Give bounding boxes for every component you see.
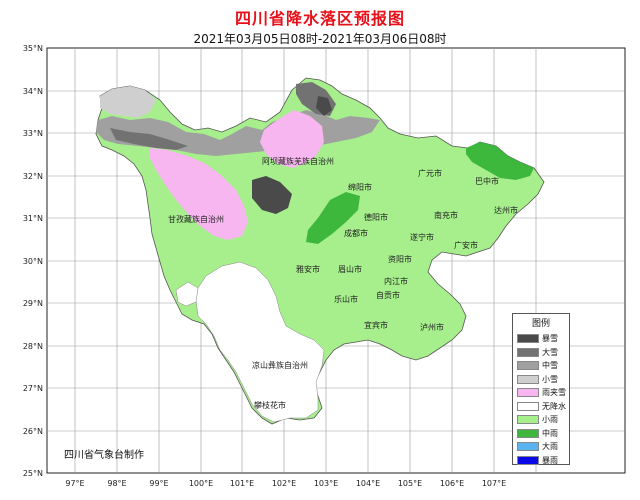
snow-zone-blizzard-north bbox=[316, 96, 332, 116]
lon-label: 98°E bbox=[107, 479, 126, 488]
city-label: 广元市 bbox=[418, 168, 442, 178]
legend-swatch bbox=[517, 361, 539, 371]
issuer-credit: 四川省气象台制作 bbox=[64, 448, 144, 461]
lon-label: 106°E bbox=[440, 479, 464, 488]
city-label: 德阳市 bbox=[364, 212, 388, 222]
legend-label: 雨夹雪 bbox=[542, 388, 566, 398]
legend-label: 暴雪 bbox=[542, 334, 558, 344]
legend-item-moderate-rain: 中雨 bbox=[513, 427, 569, 441]
no-precip-zone-south bbox=[195, 261, 325, 423]
lat-label: 28°N bbox=[23, 342, 43, 351]
latitude-labels: 35°N 34°N 33°N 32°N 31°N 30°N 29°N 28°N … bbox=[23, 44, 43, 478]
city-label: 遂宁市 bbox=[410, 232, 434, 242]
snow-zone-blizzard bbox=[252, 176, 292, 214]
legend-label: 无降水 bbox=[542, 401, 566, 411]
legend-item-rainstorm: 暴雨 bbox=[513, 454, 569, 468]
city-label: 自贡市 bbox=[376, 290, 400, 300]
city-label: 广安市 bbox=[454, 240, 478, 250]
sichuan-province-light-rain bbox=[95, 77, 545, 425]
lon-label: 103°E bbox=[314, 479, 338, 488]
lat-label: 33°N bbox=[23, 129, 43, 138]
legend-label: 中雨 bbox=[542, 428, 558, 438]
lat-label: 31°N bbox=[23, 214, 43, 223]
moderate-rain-central bbox=[306, 192, 360, 244]
city-label: 甘孜藏族自治州 bbox=[168, 214, 224, 224]
legend-item-sleet: 雨夹雪 bbox=[513, 386, 569, 400]
snow-zone-heavy bbox=[110, 128, 188, 150]
lon-label: 100°E bbox=[189, 479, 213, 488]
city-label: 达州市 bbox=[494, 205, 518, 215]
legend-swatch bbox=[517, 415, 539, 425]
lon-label: 99°E bbox=[149, 479, 168, 488]
legend-swatch bbox=[517, 334, 539, 344]
lon-label: 107°E bbox=[482, 479, 506, 488]
city-label: 雅安市 bbox=[296, 264, 320, 274]
legend-swatch bbox=[517, 374, 539, 384]
city-label: 内江市 bbox=[384, 276, 408, 286]
lat-label: 35°N bbox=[23, 44, 43, 53]
lat-label: 26°N bbox=[23, 427, 43, 436]
legend-swatch bbox=[517, 455, 539, 465]
moderate-rain-northeast bbox=[466, 142, 534, 180]
legend-label: 小雪 bbox=[542, 374, 558, 384]
legend-item-light-rain: 小雨 bbox=[513, 413, 569, 427]
legend-swatch bbox=[517, 347, 539, 357]
city-label: 攀枝花市 bbox=[254, 400, 286, 410]
city-labels: 广元市 巴中市 绵阳市 阿坝藏族羌族自治州 甘孜藏族自治州 德阳市 南充市 达州… bbox=[168, 156, 518, 410]
lat-label: 30°N bbox=[23, 257, 43, 266]
legend-item-heavy-snow: 大雪 bbox=[513, 346, 569, 360]
lat-label: 34°N bbox=[23, 87, 43, 96]
lon-label: 104°E bbox=[356, 479, 380, 488]
legend-label: 暴雨 bbox=[542, 455, 558, 465]
legend-swatch bbox=[517, 388, 539, 398]
map-title: 四川省降水落区预报图 bbox=[234, 9, 405, 28]
lon-label: 97°E bbox=[65, 479, 84, 488]
lon-label: 101°E bbox=[230, 479, 254, 488]
legend-label: 小雨 bbox=[542, 415, 558, 425]
lat-label: 25°N bbox=[23, 469, 43, 478]
city-label: 乐山市 bbox=[334, 294, 358, 304]
sleet-zone-central bbox=[260, 110, 324, 168]
legend-swatch bbox=[517, 428, 539, 438]
legend: 图例 暴雪 大雪 中雪 小雪 雨夹雪 无降水 小雨 中雨 大雨 暴雨 bbox=[512, 313, 570, 465]
lon-label: 105°E bbox=[398, 479, 422, 488]
legend-label: 大雨 bbox=[542, 442, 558, 452]
city-label: 泸州市 bbox=[420, 322, 444, 332]
legend-label: 中雪 bbox=[542, 361, 558, 371]
no-precip-zone-west bbox=[175, 281, 199, 307]
lon-label: 102°E bbox=[272, 479, 296, 488]
legend-title: 图例 bbox=[531, 319, 550, 329]
lat-label: 27°N bbox=[23, 384, 43, 393]
city-label: 成都市 bbox=[344, 228, 368, 238]
legend-item-no-precip: 无降水 bbox=[513, 400, 569, 414]
legend-swatch bbox=[517, 442, 539, 452]
legend-item-heavy-rain: 大雨 bbox=[513, 440, 569, 454]
city-label: 绵阳市 bbox=[348, 182, 372, 192]
legend-item-light-snow: 小雪 bbox=[513, 373, 569, 387]
legend-swatch bbox=[517, 401, 539, 411]
city-label: 资阳市 bbox=[388, 254, 412, 264]
city-label: 南充市 bbox=[434, 210, 458, 220]
lat-label: 32°N bbox=[23, 172, 43, 181]
longitude-labels: 97°E 98°E 99°E 100°E 101°E 102°E 103°E 1… bbox=[65, 479, 506, 488]
sleet-zone-west bbox=[150, 148, 248, 240]
city-label: 眉山市 bbox=[338, 264, 362, 274]
snow-zone-light bbox=[100, 86, 156, 118]
legend-item-blizzard: 暴雪 bbox=[513, 332, 569, 346]
city-label: 凉山彝族自治州 bbox=[252, 360, 308, 370]
city-label: 巴中市 bbox=[475, 176, 499, 186]
city-label: 阿坝藏族羌族自治州 bbox=[262, 156, 334, 166]
lat-label: 29°N bbox=[23, 299, 43, 308]
city-label: 宜宾市 bbox=[364, 320, 388, 330]
forecast-period: 2021年03月05日08时-2021年03月06日08时 bbox=[193, 32, 447, 46]
legend-label: 大雪 bbox=[542, 347, 558, 357]
legend-item-moderate-snow: 中雪 bbox=[513, 359, 569, 373]
